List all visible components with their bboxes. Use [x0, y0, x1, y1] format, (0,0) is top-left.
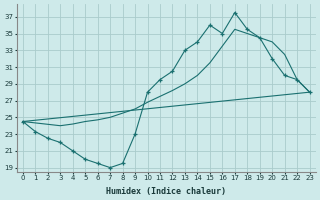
X-axis label: Humidex (Indice chaleur): Humidex (Indice chaleur) — [106, 187, 226, 196]
